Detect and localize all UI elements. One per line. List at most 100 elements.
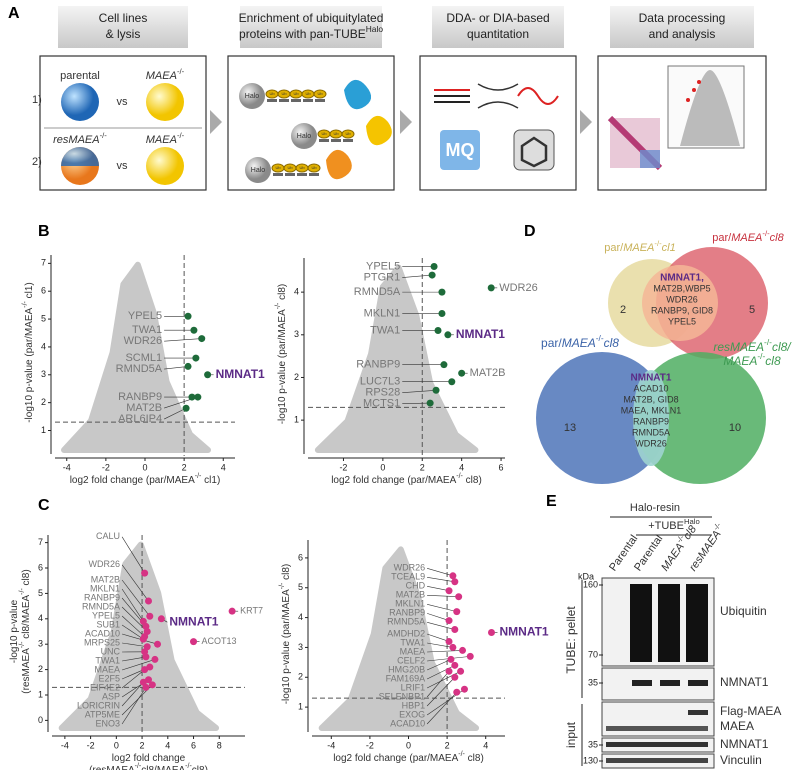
point-label: RANBP9 <box>84 592 120 602</box>
text-part: -/- <box>711 520 723 531</box>
text-part: cl8) <box>192 765 208 770</box>
set-label: par/MAEA-/-cl1 <box>604 239 675 254</box>
band <box>606 726 708 731</box>
text-part: MAEA <box>659 541 687 573</box>
point-label: MAEA <box>400 646 426 656</box>
linker <box>331 139 341 142</box>
text-part: (resMAEA <box>21 648 32 694</box>
point <box>139 635 147 643</box>
leader-line <box>402 402 431 405</box>
text-part: -/- <box>195 473 202 480</box>
text-part: cl8) <box>21 569 32 588</box>
y-tick-label: 2 <box>38 664 43 674</box>
logo <box>513 129 555 171</box>
step-title: Cell lines <box>99 11 148 25</box>
point-label: HMG20B <box>388 664 425 674</box>
point <box>194 393 202 401</box>
leader-line <box>427 633 450 642</box>
x-tick-label: -2 <box>102 462 110 472</box>
point <box>449 643 457 651</box>
point-label: NMNAT1 <box>456 327 505 341</box>
y-tick-label: 3 <box>41 369 46 379</box>
leader-line <box>121 564 149 602</box>
y-axis-label: (resMAEA-/- cl8/MAEA-/- cl8) <box>19 569 31 693</box>
text-part: par/ <box>712 232 732 244</box>
y-tick-label: 0 <box>38 715 43 725</box>
ub-label: Ub <box>293 91 299 96</box>
y-tick-label: 3 <box>294 329 299 339</box>
cell <box>61 83 99 121</box>
blot-label: MAEA <box>720 719 754 733</box>
linker <box>319 139 329 142</box>
text-part: log2 fold change (par/MAEA <box>333 753 458 764</box>
point-label: NMNAT1 <box>169 614 218 628</box>
point-label: RMND5A <box>82 601 120 611</box>
leader-line <box>121 682 144 707</box>
leader-line <box>121 687 147 725</box>
leader-line <box>122 656 146 662</box>
text-part: & lysis <box>106 27 141 41</box>
set-label: MAEA-/-cl8 <box>723 351 781 368</box>
y-tick-label: 4 <box>41 341 46 351</box>
substrate <box>344 79 372 110</box>
logo <box>440 130 480 170</box>
shared-item: WDR26 <box>635 438 667 448</box>
text-part: -log10 p-value (par/MAEA <box>277 309 288 424</box>
text-part: MAEA <box>723 354 757 368</box>
x-tick-label: 2 <box>182 462 187 472</box>
charts: -4 -2 0 2 4 1 2 3 4 5 6 7 log2 fold change (par/MAEA… <box>9 255 549 770</box>
y-tick-label: 7 <box>38 537 43 547</box>
header-band <box>432 6 564 48</box>
point-label: NMNAT1 <box>216 367 265 381</box>
leader-line <box>121 669 145 689</box>
unit: kDa <box>578 571 594 581</box>
halo-label: Halo <box>245 93 260 100</box>
band <box>606 758 708 763</box>
point-label: YPEL5 <box>366 260 400 272</box>
x-tick-label: 2 <box>420 462 425 472</box>
row-number: 2) <box>32 156 42 168</box>
point-label: MAT2B <box>396 590 425 600</box>
text-part: -log10 p-value (par/MAEA <box>281 589 292 704</box>
point <box>438 288 446 296</box>
text-part: par/ <box>604 242 624 254</box>
text-part: cl8/MAEA <box>141 765 185 770</box>
point <box>192 354 200 362</box>
text-part: -/- <box>275 302 282 309</box>
point-cloud <box>314 264 479 453</box>
point <box>157 615 165 623</box>
leader-line <box>402 274 433 278</box>
substrate <box>326 149 352 180</box>
leader-line <box>121 659 156 671</box>
leader-line <box>426 659 452 671</box>
point <box>453 608 461 616</box>
step-title: proteins with pan-TUBEHalo <box>239 24 383 41</box>
point <box>451 661 459 669</box>
point-label: SUB1 <box>97 619 121 629</box>
shared-item: ACAD10 <box>633 383 668 393</box>
point-cloud <box>61 261 211 453</box>
point-label: CALU <box>96 531 120 541</box>
leader-line <box>164 338 202 342</box>
x-tick-label: -4 <box>327 740 335 750</box>
text-part: -/- <box>279 582 286 589</box>
band <box>660 680 680 686</box>
text-part: MAEA <box>146 134 177 146</box>
panel-a: Cell lines & lysis Enrichment of ubiquit… <box>32 6 767 191</box>
text-part: -/- <box>757 351 765 361</box>
point-label: FAM169A <box>386 673 426 683</box>
ub-label: Ub <box>317 91 323 96</box>
point-label: WDR26 <box>394 563 426 573</box>
linker <box>291 99 301 102</box>
text-part: cl8 <box>765 354 781 368</box>
point <box>426 399 434 407</box>
point <box>445 587 453 595</box>
vs: vs <box>117 96 129 108</box>
point-label: WDR26 <box>89 559 121 569</box>
axis <box>303 258 505 459</box>
point-label: MAT2B <box>126 402 162 414</box>
panel-label: C <box>38 497 50 514</box>
point-label: MRPS25 <box>84 637 120 647</box>
point-label: MCTS1 <box>363 398 400 410</box>
